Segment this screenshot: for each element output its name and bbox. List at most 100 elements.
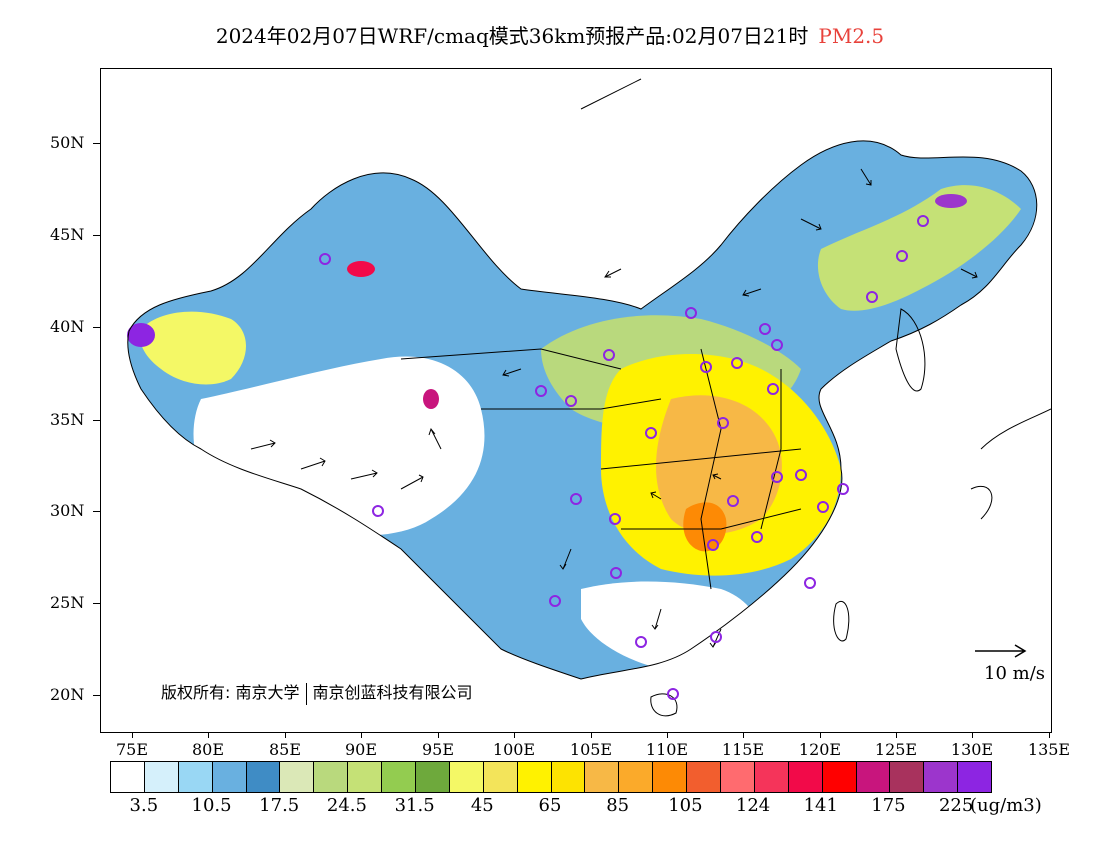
legend-color-cell (483, 762, 518, 792)
lon-tick-mark (438, 732, 439, 738)
city-marker (804, 577, 816, 589)
copyright-org2: 南京创蓝科技有限公司 (312, 683, 473, 702)
legend-value-label: 85 (606, 795, 630, 816)
wind-arrow (742, 288, 762, 297)
city-marker (917, 215, 929, 227)
city-marker (727, 495, 739, 507)
kashgar-hotspot (127, 323, 155, 347)
wind-arrow (350, 469, 378, 480)
lon-tick-label: 105E (569, 740, 613, 759)
species-label: PM2.5 (818, 24, 885, 48)
legend-color-cell (924, 762, 959, 792)
wind-vectors (250, 168, 978, 648)
legend-value-label: 17.5 (259, 795, 300, 816)
copyright-prefix: 版权所有: (161, 683, 231, 702)
city-marker (896, 250, 908, 262)
central-orange-fill (656, 395, 782, 534)
lon-tick-label: 125E (874, 740, 918, 759)
lat-tick-mark (93, 603, 100, 604)
wind-arrow (651, 608, 662, 630)
city-marker (700, 361, 712, 373)
city-marker (603, 349, 615, 361)
plateau-low-fill (193, 356, 485, 536)
legend-color-cell (856, 762, 891, 792)
city-marker (717, 417, 729, 429)
map-canvas (127, 78, 1051, 717)
wind-arrow (400, 474, 424, 490)
qaidam-hotspot (423, 389, 439, 409)
legend-color-cell (517, 762, 552, 792)
legend-value-label: 105 (668, 795, 703, 816)
province-line-1 (400, 348, 622, 370)
legend-color-cell (314, 762, 349, 792)
legend-value-label: 175 (871, 795, 906, 816)
wind-arrow (428, 427, 442, 450)
city-marker (319, 253, 331, 265)
city-markers (319, 215, 929, 700)
wind-arrow (502, 368, 522, 377)
south-china-fill (581, 581, 764, 676)
urumqi-hotspot (347, 261, 375, 277)
chart-title: 2024年02月07日WRF/cmaq模式36km预报产品:02月07日21时 P… (0, 20, 1100, 49)
legend-value-label: 225 (938, 795, 974, 816)
lon-tick-mark (208, 732, 209, 738)
city-marker (759, 323, 771, 335)
copyright-notice: 版权所有: 南京大学 南京创蓝科技有限公司 (161, 679, 473, 705)
lon-tick-label: 100E (492, 740, 536, 759)
legend-color-cell (687, 762, 722, 792)
legend-color-cell (246, 762, 281, 792)
lat-tick-label: 35N (50, 410, 85, 429)
legend-value-label: 10.5 (191, 795, 232, 816)
lon-tick-label: 120E (798, 740, 842, 759)
city-marker (731, 357, 743, 369)
city-marker (535, 385, 547, 397)
city-marker (795, 469, 807, 481)
city-marker (667, 688, 679, 700)
japan-outline (970, 408, 1051, 520)
lat-tick-mark (93, 695, 100, 696)
lat-tick-mark (93, 143, 100, 144)
city-marker (771, 339, 783, 351)
legend-color-cell (585, 762, 620, 792)
legend-value-label: 45 (470, 795, 494, 816)
color-legend-bar (110, 761, 992, 793)
title-text: 2024年02月07日WRF/cmaq模式36km预报产品:02月07日21时 (215, 24, 809, 48)
hainan-outline (650, 693, 678, 717)
kamchatka-outline (580, 78, 642, 110)
legend-value-label: 31.5 (394, 795, 435, 816)
lat-tick-label: 30N (50, 501, 85, 520)
lon-tick-mark (896, 732, 897, 738)
northeast-fill (817, 185, 1021, 311)
forecast-map: 版权所有: 南京大学 南京创蓝科技有限公司 10 m/s (100, 68, 1052, 733)
wind-arrow (712, 473, 722, 480)
lon-tick-mark (285, 732, 286, 738)
legend-color-cell (382, 762, 417, 792)
legend-color-cell (958, 762, 992, 792)
wind-arrow (250, 439, 276, 450)
city-marker (751, 531, 763, 543)
lon-tick-label: 115E (721, 740, 765, 759)
lon-tick-label: 80E (191, 740, 225, 759)
city-marker (685, 307, 697, 319)
wind-arrow (300, 457, 326, 470)
lat-tick-label: 20N (50, 685, 85, 704)
city-marker (866, 291, 878, 303)
harbin-hotspot (935, 194, 967, 208)
legend-color-cell (551, 762, 586, 792)
city-marker (767, 383, 779, 395)
lon-tick-mark (972, 732, 973, 738)
wind-scale-label: 10 m/s (984, 663, 1045, 684)
xinjiang-yellow-fill (139, 311, 246, 385)
legend-color-cell (619, 762, 654, 792)
city-marker (837, 483, 849, 495)
province-line-4 (621, 508, 802, 530)
city-marker (570, 493, 582, 505)
lat-tick-label: 25N (50, 593, 85, 612)
lat-tick-label: 50N (50, 133, 85, 152)
lon-tick-mark (591, 732, 592, 738)
city-marker (549, 595, 561, 607)
wind-arrow (960, 268, 978, 279)
city-marker (565, 395, 577, 407)
lon-tick-mark (1049, 732, 1050, 738)
legend-color-cell (449, 762, 484, 792)
